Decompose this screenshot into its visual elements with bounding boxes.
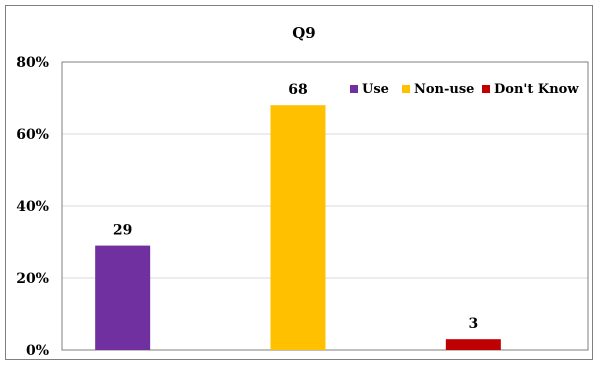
chart-title: Q9 (292, 24, 316, 42)
legend-label: Don't Know (494, 82, 579, 97)
data-labels: 29 68 3 (113, 82, 478, 332)
y-axis-ticks: 0% 20% 40% 60% 80% (16, 55, 49, 359)
bar-don-t-know (445, 339, 501, 350)
bars (95, 105, 501, 350)
y-tick-label: 20% (16, 271, 49, 287)
legend-swatch (482, 85, 490, 93)
y-tick-label: 0% (26, 343, 49, 359)
y-tick-label: 80% (16, 55, 49, 71)
data-label: 3 (468, 316, 478, 332)
data-label: 29 (113, 223, 132, 239)
legend-label: Non-use (414, 82, 474, 97)
legend-label: Use (362, 82, 389, 97)
data-label: 68 (288, 82, 307, 98)
bar-use (95, 245, 151, 350)
bar-non-use (270, 105, 326, 350)
y-tick-label: 40% (16, 199, 49, 215)
y-tick-label: 60% (16, 127, 49, 143)
legend: Use Non-use Don't Know (350, 82, 579, 97)
legend-swatch (350, 85, 358, 93)
legend-swatch (402, 85, 410, 93)
